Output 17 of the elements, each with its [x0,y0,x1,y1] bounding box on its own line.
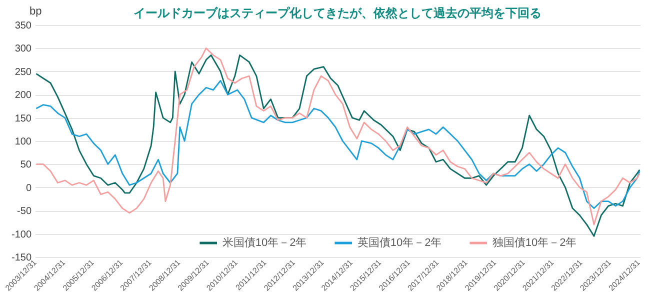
line-series [35,80,640,209]
y-tick-label: 150 [14,113,32,124]
y-tick-label: -100 [11,229,32,240]
y-tick-label: 350 [14,20,32,32]
legend-label: 英国債10年－2年 [357,236,442,249]
y-tick-label: 200 [14,90,32,102]
y-tick-label: -50 [17,206,32,218]
chart-title: イールドカーブはスティープ化してきたが、依然として過去の平均を下回る [134,6,542,20]
y-tick-label: 0 [26,182,32,194]
y-tick-label: -150 [11,252,32,264]
y-tick-label: 50 [20,160,32,171]
y-tick-label: 300 [14,44,32,55]
legend-label: 米国債10年－2年 [222,236,307,249]
legend-label: 独国債10年－2年 [492,236,577,249]
y-tick-label: 100 [14,136,32,148]
y-tick-label: 250 [14,66,32,78]
y-axis-title: bp [30,6,42,18]
